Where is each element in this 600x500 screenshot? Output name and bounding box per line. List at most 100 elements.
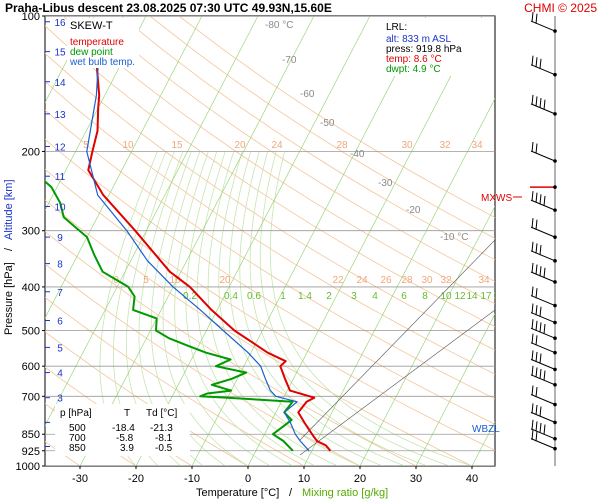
table-header-t: T [124, 408, 130, 419]
table-cell: 500 [69, 423, 86, 434]
dry-adiabat [178, 16, 495, 219]
wind-barb-feather [535, 243, 538, 254]
wind-barb-feather [531, 11, 534, 23]
pressure-tick-label: 500 [22, 326, 40, 338]
mixing-ratio-label: 24 [356, 275, 368, 286]
pressure-tick-label: 600 [22, 361, 40, 373]
level-table [55, 404, 190, 456]
wind-barb-dot [553, 235, 557, 239]
theta-label: -80 °C [265, 20, 293, 31]
chart-title: Praha-Libus descent 23.08.2025 07:30 UTC… [5, 1, 332, 15]
wind-barb-feather [535, 320, 538, 331]
wind-barb [530, 358, 556, 370]
y-axis-label: Pressure [hPa] [3, 262, 15, 335]
wind-barb-feather [531, 419, 534, 430]
wind-barb [530, 226, 556, 238]
wind-barb-feather [539, 58, 542, 69]
wind-barb [530, 438, 556, 450]
dry-adiabat [45, 109, 495, 400]
wind-barb [530, 20, 556, 32]
legend-temperature: temperature [70, 37, 124, 48]
mixing-ratio-label: 30 [401, 140, 413, 151]
wind-barb-feather [539, 406, 542, 417]
pressure-tick-label: 700 [22, 391, 40, 403]
series-temperature [86, 27, 332, 452]
pressure-tick-label: 300 [22, 226, 40, 238]
dry-adiabat [62, 16, 495, 305]
wind-barb-feather [531, 319, 534, 330]
wind-barb [530, 271, 556, 283]
temperature-tick-label: 10 [298, 473, 310, 485]
wind-barb-feather [539, 244, 542, 256]
y-axis-separator: / [3, 247, 15, 251]
wind-barb-feather [531, 262, 534, 274]
mixing-ratio-label: 6 [401, 291, 407, 302]
wind-barb-feather [531, 94, 534, 105]
dry-adiabat [45, 81, 495, 375]
x-axis-mixing-label: Mixing ratio [g/kg] [302, 487, 388, 499]
wind-barb-feather [535, 431, 538, 442]
isotherm [359, 205, 495, 466]
altitude-tick-label: 13 [54, 110, 66, 121]
lrl-dewpoint: dwpt: 4.9 °C [386, 64, 441, 75]
altitude-tick-label: 7 [57, 288, 63, 299]
temperature-tick-label: 20 [354, 473, 366, 485]
wind-barb-dot [553, 446, 557, 451]
theta-label: -10 °C [440, 232, 468, 243]
mixing-ratio-label: 1.4 [298, 291, 312, 302]
dry-adiabat [120, 16, 495, 261]
wind-barb-feather [535, 57, 538, 68]
table-cell: 850 [69, 443, 86, 454]
dry-adiabat [91, 16, 495, 282]
wind-barb-feather [539, 422, 542, 434]
wind-barb-feather [539, 322, 542, 333]
mixing-ratio-label: 2 [326, 291, 332, 302]
wind-barb-feather [535, 13, 538, 24]
mixing-ratio-label: 10 [169, 275, 181, 286]
wind-barb [530, 150, 556, 162]
wind-barb-feather [543, 323, 546, 335]
wind-barb-dot [553, 320, 557, 325]
wind-barb-dot [553, 72, 557, 77]
altitude-tick-label: 15 [54, 48, 66, 59]
wind-barb-dot [553, 303, 557, 308]
wind-barb-feather [535, 404, 538, 416]
wind-barb-dot [553, 336, 557, 341]
table-cell: -0.5 [155, 443, 173, 454]
mixing-ratio-label: 30 [421, 275, 433, 286]
lrl-title: LRL: [386, 22, 407, 33]
x-axis-label: Temperature [°C] [196, 487, 279, 499]
mixing-ratio-label: 25 [510, 291, 522, 302]
mixing-ratio-label: 0.2 [183, 291, 197, 302]
wind-barb-feather [531, 303, 534, 314]
mixing-ratio-label: 34 [478, 275, 490, 286]
isotherm [79, 16, 315, 466]
wind-barb-feather [535, 305, 538, 316]
wind-barb-feather [539, 98, 542, 109]
isotherm [45, 16, 203, 319]
isotherm [135, 16, 371, 466]
wind-barb [530, 64, 556, 76]
altitude-tick-label: 8 [57, 260, 63, 271]
wind-barb-feather [535, 421, 538, 432]
mixing-ratio-label: 20 [219, 275, 231, 286]
pressure-tick-label: 400 [22, 282, 40, 294]
mixing-ratio-label: 26 [380, 275, 392, 286]
legend-box [67, 18, 139, 68]
x-axis-separator: / [289, 487, 293, 499]
wind-barb [530, 327, 556, 339]
wind-barb-feather [535, 264, 538, 275]
isotherm [45, 16, 147, 211]
legend-wet-bulb: wet bulb temp. [69, 57, 135, 68]
wind-barb-feather [531, 141, 534, 153]
wind-barb-feather [531, 385, 534, 396]
theta-label: -60 [300, 89, 315, 100]
pressure-tick-label: 200 [22, 146, 40, 158]
wind-barb-dot [553, 350, 557, 355]
wind-barb-feather [531, 218, 534, 229]
mixing-ratio-label: 17 [480, 291, 492, 302]
table-header-td: Td [°C] [146, 408, 177, 419]
isotherm [45, 16, 259, 427]
wind-barb [530, 312, 556, 324]
